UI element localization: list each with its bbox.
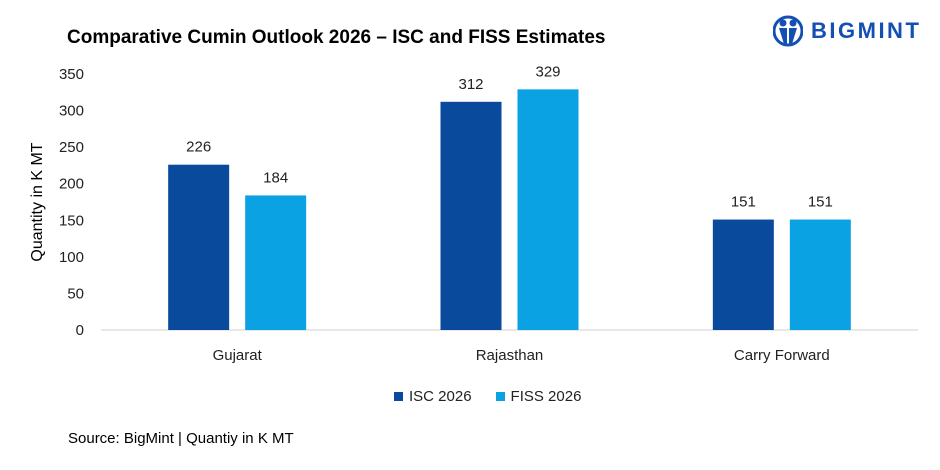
chart-title: Comparative Cumin Outlook 2026 – ISC and… — [67, 27, 606, 48]
y-tick-label: 250 — [59, 139, 84, 156]
y-tick-label: 350 — [59, 66, 84, 83]
bigmint-logo-text: BIGMINT — [811, 18, 922, 43]
legend-label-fiss: FISS 2026 — [510, 388, 582, 405]
y-tick-label: 0 — [76, 322, 84, 339]
data-label: 312 — [458, 76, 483, 93]
bar-fiss — [789, 219, 851, 330]
legend-swatch-isc — [394, 392, 403, 401]
data-label: 151 — [731, 194, 756, 211]
y-tick-label: 150 — [59, 212, 84, 229]
legend-label-isc: ISC 2026 — [409, 388, 472, 405]
bar-isc — [440, 101, 502, 331]
data-label: 151 — [808, 194, 833, 211]
y-tick-label: 100 — [59, 249, 84, 266]
bigmint-logo-icon — [773, 15, 803, 47]
legend-swatch-fiss — [495, 392, 505, 401]
bar-fiss — [517, 89, 579, 330]
x-tick-label: Carry Forward — [734, 347, 830, 364]
data-label: 329 — [535, 63, 560, 80]
source-note: Source: BigMint | Quantiy in K MT — [68, 430, 294, 447]
x-tick-label: Gujarat — [213, 347, 263, 364]
bar-fiss — [245, 195, 307, 330]
bar-isc — [168, 164, 230, 330]
legend-item-fiss: FISS 2026 — [495, 388, 582, 405]
y-tick-label: 200 — [59, 176, 84, 193]
y-tick-label: 300 — [59, 103, 84, 120]
x-tick-label: Rajasthan — [476, 347, 544, 364]
bigmint-logo: BIGMINT — [773, 14, 921, 48]
data-label: 184 — [263, 169, 288, 186]
data-label: 226 — [186, 139, 211, 156]
y-axis-label: Quantity in K MT — [29, 142, 46, 261]
legend-item-isc: ISC 2026 — [394, 388, 472, 405]
legend: ISC 2026 FISS 2026 — [394, 388, 581, 405]
bar-isc — [712, 219, 774, 330]
y-tick-label: 50 — [67, 285, 84, 302]
